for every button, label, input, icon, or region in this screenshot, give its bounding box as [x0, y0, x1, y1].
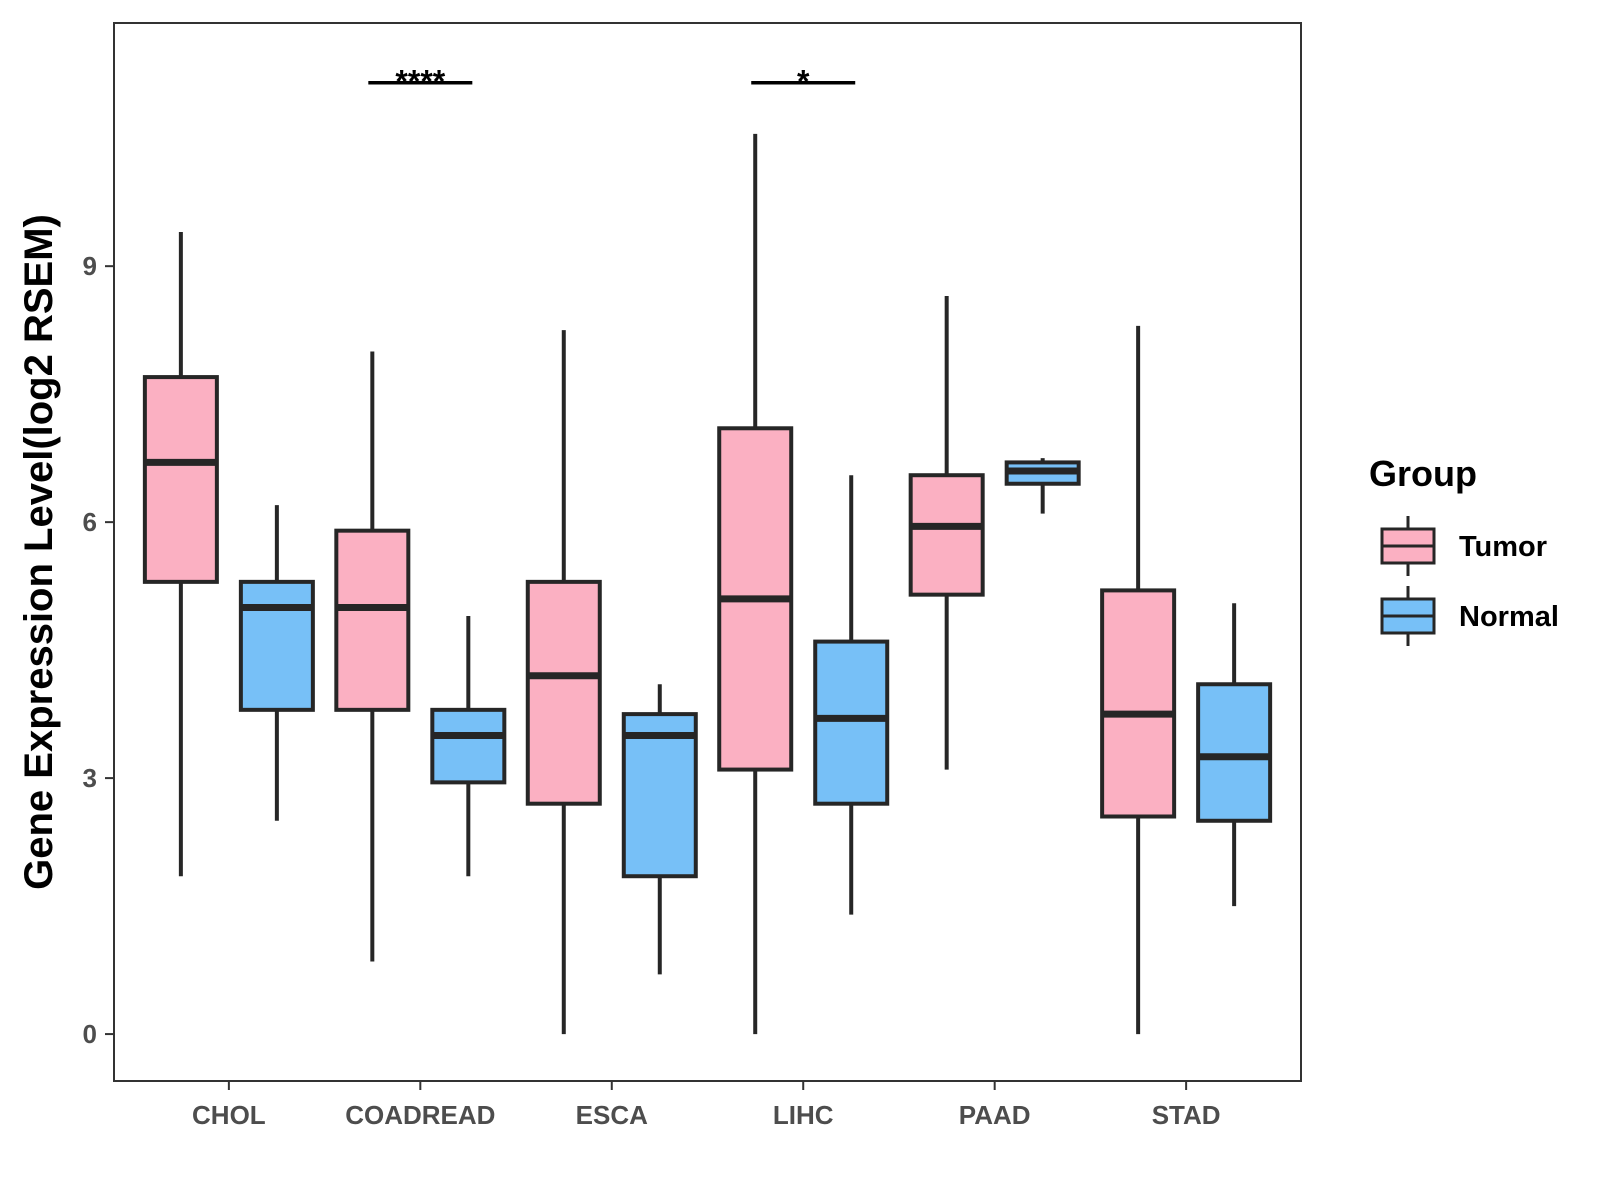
- normal-lihc-box: [813, 639, 890, 806]
- tumor-chol-box: [142, 375, 219, 584]
- y-tick-label-6: 6: [83, 507, 97, 537]
- x-axis: CHOL COADREAD ESCA LIHC PAAD STAD: [192, 1081, 1221, 1130]
- tumor-esca-box: [525, 579, 602, 806]
- tumor-paad-box: [908, 473, 985, 597]
- y-tick-label-0: 0: [83, 1019, 97, 1049]
- legend-label-tumor: Tumor: [1459, 531, 1547, 563]
- x-tick-label-lihc: LIHC: [773, 1100, 834, 1130]
- y-axis-title: Gene Expression Level(log2 RSEM): [17, 214, 61, 890]
- tumor-stad-box: [1100, 588, 1177, 819]
- normal-stad-box: [1196, 682, 1273, 823]
- legend-label-normal: Normal: [1459, 601, 1559, 633]
- y-tick-label-3: 3: [83, 763, 97, 793]
- normal-esca-box: [621, 712, 698, 879]
- tumor-coadread-box: [334, 528, 411, 712]
- legend: Group Tumor Normal: [1369, 453, 1559, 646]
- significance-label-coadread: ****: [395, 64, 445, 100]
- y-tick-label-9: 9: [83, 251, 97, 281]
- y-axis: 0 3 6 9: [83, 251, 114, 1049]
- normal-coadread-box: [430, 707, 507, 785]
- normal-chol-box: [238, 579, 315, 712]
- x-tick-label-chol: CHOL: [192, 1100, 266, 1130]
- x-tick-label-paad: PAAD: [959, 1100, 1031, 1130]
- plot-marks: **** *: [142, 64, 1273, 1035]
- x-tick-label-coadread: COADREAD: [345, 1100, 495, 1130]
- x-tick-label-esca: ESCA: [576, 1100, 648, 1130]
- significance-label-lihc: *: [797, 64, 810, 100]
- x-tick-label-stad: STAD: [1152, 1100, 1221, 1130]
- legend-title: Group: [1369, 453, 1477, 494]
- plot-panel-border: [113, 22, 1302, 1082]
